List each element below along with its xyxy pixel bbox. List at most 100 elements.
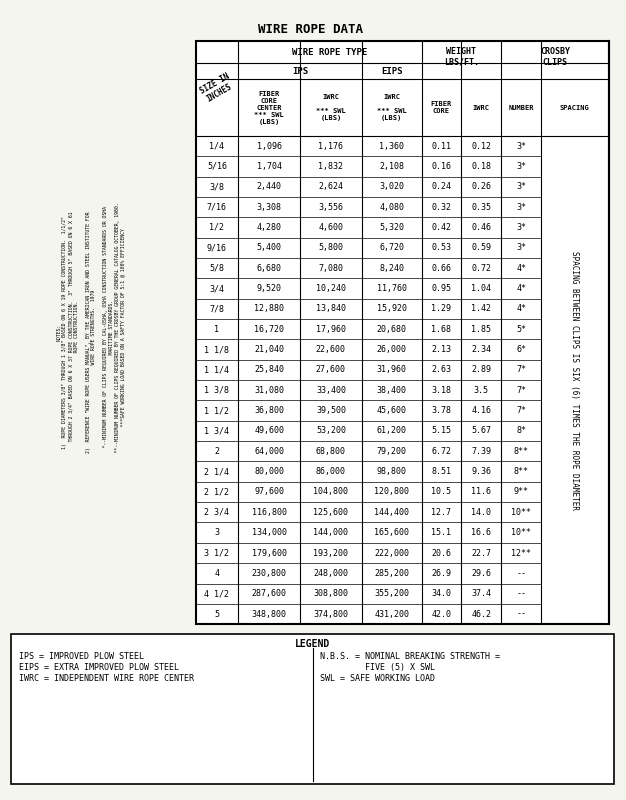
Text: 3,556: 3,556: [319, 202, 344, 212]
Text: IWRC = INDEPENDENT WIRE ROPE CENTER: IWRC = INDEPENDENT WIRE ROPE CENTER: [19, 674, 194, 683]
Text: 27,600: 27,600: [316, 366, 346, 374]
Text: 13,840: 13,840: [316, 304, 346, 314]
Text: 1,704: 1,704: [257, 162, 282, 171]
Text: 0.53: 0.53: [431, 243, 451, 252]
Text: 5,800: 5,800: [319, 243, 344, 252]
Text: 22.7: 22.7: [471, 549, 491, 558]
Text: 2.34: 2.34: [471, 345, 491, 354]
Text: 64,000: 64,000: [254, 446, 284, 456]
Text: 1.04: 1.04: [471, 284, 491, 293]
Text: 3*: 3*: [516, 142, 526, 150]
Text: 1,176: 1,176: [319, 142, 344, 150]
Text: 97,600: 97,600: [254, 487, 284, 497]
Text: 2,440: 2,440: [257, 182, 282, 191]
Text: 34.0: 34.0: [431, 590, 451, 598]
Text: 21,040: 21,040: [254, 345, 284, 354]
Text: 2,624: 2,624: [319, 182, 344, 191]
Text: --: --: [516, 590, 526, 598]
Bar: [195, 42, 608, 624]
Text: 0.16: 0.16: [431, 162, 451, 171]
Text: 10,240: 10,240: [316, 284, 346, 293]
Text: 3.5: 3.5: [474, 386, 489, 394]
Text: 3 1/2: 3 1/2: [205, 549, 229, 558]
Text: 17,960: 17,960: [316, 325, 346, 334]
Text: IWRC

*** SWL
(LBS): IWRC *** SWL (LBS): [377, 94, 406, 121]
Text: 348,800: 348,800: [252, 610, 287, 618]
Text: 1.42: 1.42: [471, 304, 491, 314]
Text: LEGEND: LEGEND: [295, 639, 330, 649]
Text: SPACING BETWEEN CLIPS IS SIX (6) TIMES THE ROPE DIAMETER: SPACING BETWEEN CLIPS IS SIX (6) TIMES T…: [570, 250, 579, 510]
Text: 3*: 3*: [516, 202, 526, 212]
Text: 10.5: 10.5: [431, 487, 451, 497]
Text: 0.46: 0.46: [471, 223, 491, 232]
Text: 0.18: 0.18: [471, 162, 491, 171]
Text: 5.15: 5.15: [431, 426, 451, 435]
Text: 248,000: 248,000: [314, 569, 349, 578]
Text: 3.78: 3.78: [431, 406, 451, 415]
Text: IWRC: IWRC: [473, 105, 490, 110]
Text: 5.67: 5.67: [471, 426, 491, 435]
Text: 4.16: 4.16: [471, 406, 491, 415]
Text: 8**: 8**: [513, 467, 528, 476]
Text: 8.51: 8.51: [431, 467, 451, 476]
Text: 3/4: 3/4: [210, 284, 225, 293]
Text: 42.0: 42.0: [431, 610, 451, 618]
Text: 230,800: 230,800: [252, 569, 287, 578]
Text: 9**: 9**: [513, 487, 528, 497]
Text: 20.6: 20.6: [431, 549, 451, 558]
Text: 80,000: 80,000: [254, 467, 284, 476]
Text: 9.36: 9.36: [471, 467, 491, 476]
Text: FIBER
CORE
CENTER
*** SWL
(LBS): FIBER CORE CENTER *** SWL (LBS): [254, 90, 284, 125]
Text: 1 1/2: 1 1/2: [205, 406, 229, 415]
Text: 10**: 10**: [511, 508, 531, 517]
Text: 285,200: 285,200: [374, 569, 409, 578]
Text: 308,800: 308,800: [314, 590, 349, 598]
Text: 120,800: 120,800: [374, 487, 409, 497]
Text: 1/4: 1/4: [210, 142, 225, 150]
Text: 79,200: 79,200: [377, 446, 407, 456]
Text: 2.13: 2.13: [431, 345, 451, 354]
Text: 16.6: 16.6: [471, 528, 491, 537]
Text: 0.59: 0.59: [471, 243, 491, 252]
Text: 68,800: 68,800: [316, 446, 346, 456]
Text: SIZE IN
INCHES: SIZE IN INCHES: [198, 72, 236, 105]
Text: 12**: 12**: [511, 549, 531, 558]
Text: 7*: 7*: [516, 366, 526, 374]
Text: 4,600: 4,600: [319, 223, 344, 232]
Text: 33,400: 33,400: [316, 386, 346, 394]
Text: 45,600: 45,600: [377, 406, 407, 415]
Text: IPS = IMPROVED PLOW STEEL: IPS = IMPROVED PLOW STEEL: [19, 652, 145, 661]
Text: 7.39: 7.39: [471, 446, 491, 456]
Text: 2,108: 2,108: [379, 162, 404, 171]
Text: 5: 5: [215, 610, 220, 618]
Text: 7*: 7*: [516, 386, 526, 394]
Text: 26.9: 26.9: [431, 569, 451, 578]
Text: 20,680: 20,680: [377, 325, 407, 334]
Text: 14.0: 14.0: [471, 508, 491, 517]
Text: NUMBER: NUMBER: [508, 105, 534, 110]
Text: 5,320: 5,320: [379, 223, 404, 232]
Text: 9,520: 9,520: [257, 284, 282, 293]
Text: 193,200: 193,200: [314, 549, 349, 558]
Text: 4: 4: [215, 569, 220, 578]
Text: 1,360: 1,360: [379, 142, 404, 150]
Text: 0.32: 0.32: [431, 202, 451, 212]
Text: WIRE ROPE DATA: WIRE ROPE DATA: [257, 23, 362, 36]
Text: 11.6: 11.6: [471, 487, 491, 497]
Text: 7/16: 7/16: [207, 202, 227, 212]
Text: 0.42: 0.42: [431, 223, 451, 232]
Text: 7,080: 7,080: [319, 264, 344, 273]
Text: IWRC

*** SWL
(LBS): IWRC *** SWL (LBS): [316, 94, 346, 121]
Text: WEIGHT
LBS/FT.: WEIGHT LBS/FT.: [444, 47, 479, 67]
Text: 36,800: 36,800: [254, 406, 284, 415]
Text: EIPS: EIPS: [381, 66, 403, 76]
Text: 26,000: 26,000: [377, 345, 407, 354]
Text: 144,400: 144,400: [374, 508, 409, 517]
Text: 39,500: 39,500: [316, 406, 346, 415]
Text: 3,020: 3,020: [379, 182, 404, 191]
Text: 29.6: 29.6: [471, 569, 491, 578]
Text: 0.24: 0.24: [431, 182, 451, 191]
Text: 1 1/8: 1 1/8: [205, 345, 229, 354]
Text: FIBER
CORE: FIBER CORE: [431, 101, 452, 114]
Text: 3*: 3*: [516, 223, 526, 232]
